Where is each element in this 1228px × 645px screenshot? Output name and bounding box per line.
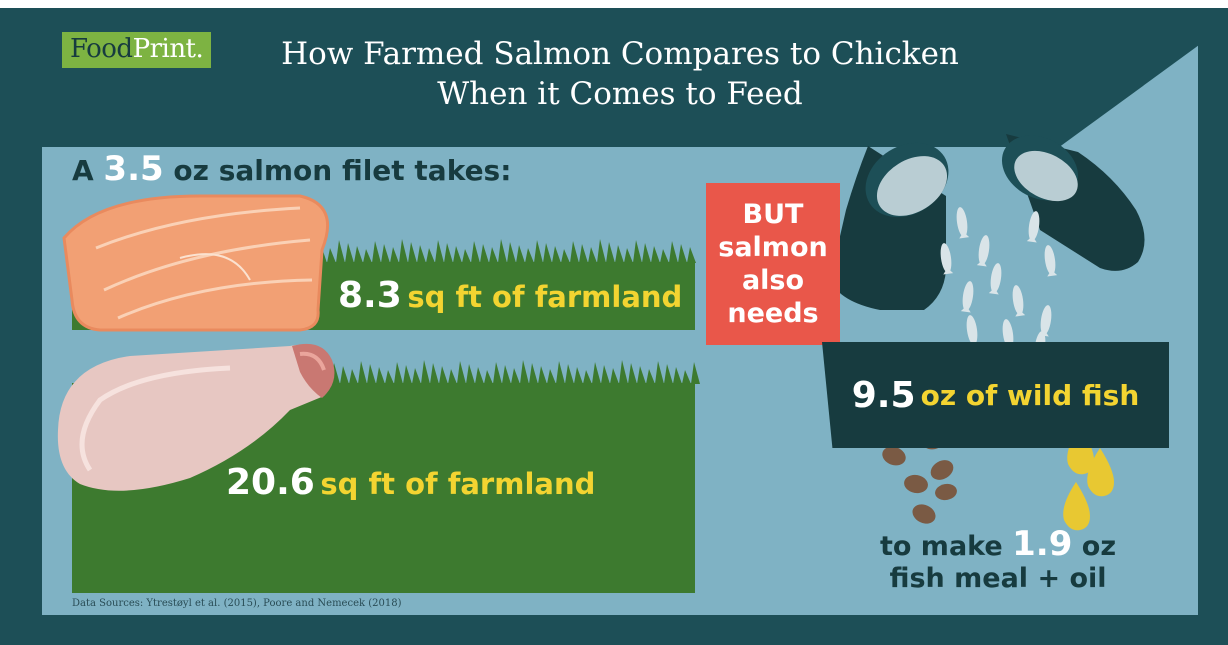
subtitle-suffix: oz salmon filet takes: — [173, 154, 512, 187]
chicken-farmland-value: 20.6 — [226, 462, 315, 503]
salmon-filet-icon — [62, 194, 330, 332]
fish-icon — [1012, 285, 1026, 317]
make-line-2: fish meal + oil — [889, 563, 1107, 594]
chicken-farmland-label: 20.6 sq ft of farmland — [226, 462, 595, 503]
subtitle-prefix: A — [72, 154, 94, 187]
fish-icon — [1026, 211, 1040, 243]
falling-fish-group — [940, 207, 1058, 363]
chicken-farmland-unit: sq ft of farmland — [320, 467, 596, 501]
page-title: How Farmed Salmon Compares to Chicken Wh… — [210, 34, 1030, 114]
wild-fish-value: 9.5 — [851, 374, 916, 416]
chicken-drumstick-icon — [57, 343, 335, 491]
but-salmon-also-needs-box: BUT salmon also needs — [706, 183, 840, 345]
bucket-icon — [830, 142, 949, 310]
fish-icon — [976, 235, 990, 267]
make-prefix: to make — [879, 531, 1003, 562]
fish-icon — [1044, 245, 1058, 277]
salmon-farmland-value: 8.3 — [338, 275, 402, 316]
data-sources: Data Sources: Ytrestøyl et al. (2015), P… — [72, 598, 402, 609]
but-line-4: needs — [727, 298, 819, 329]
title-line-2: When it Comes to Feed — [437, 76, 803, 112]
grass-icon — [300, 239, 696, 263]
logo-food: Food — [70, 34, 133, 64]
but-line-1: BUT — [742, 199, 804, 230]
fish-icon — [966, 315, 980, 347]
but-line-3: also — [741, 265, 805, 296]
subtitle: A 3.5 oz salmon filet takes: — [72, 149, 511, 189]
but-line-2: salmon — [718, 232, 828, 263]
fish-icon — [988, 263, 1002, 295]
subtitle-amount: 3.5 — [103, 149, 164, 189]
fish-meal-text: to make 1.9 oz fish meal + oil — [868, 527, 1128, 595]
bucket-icon — [1001, 134, 1145, 271]
make-value: 1.9 — [1012, 524, 1073, 564]
title-band — [42, 32, 1198, 147]
salmon-farmland-label: 8.3 sq ft of farmland — [338, 275, 682, 316]
fish-icon — [940, 243, 954, 275]
fish-icon — [960, 281, 974, 313]
fish-icon — [956, 207, 970, 239]
wild-fish-box: 9.5 oz of wild fish — [822, 342, 1169, 448]
salmon-farmland-unit: sq ft of farmland — [407, 280, 683, 314]
make-suffix: oz — [1081, 531, 1117, 562]
logo-print: Print. — [132, 34, 204, 64]
title-line-1: How Farmed Salmon Compares to Chicken — [281, 36, 959, 72]
wild-fish-unit: oz of wild fish — [920, 378, 1140, 412]
grass-icon — [322, 360, 700, 384]
foodprint-logo: FoodPrint. — [62, 32, 212, 68]
